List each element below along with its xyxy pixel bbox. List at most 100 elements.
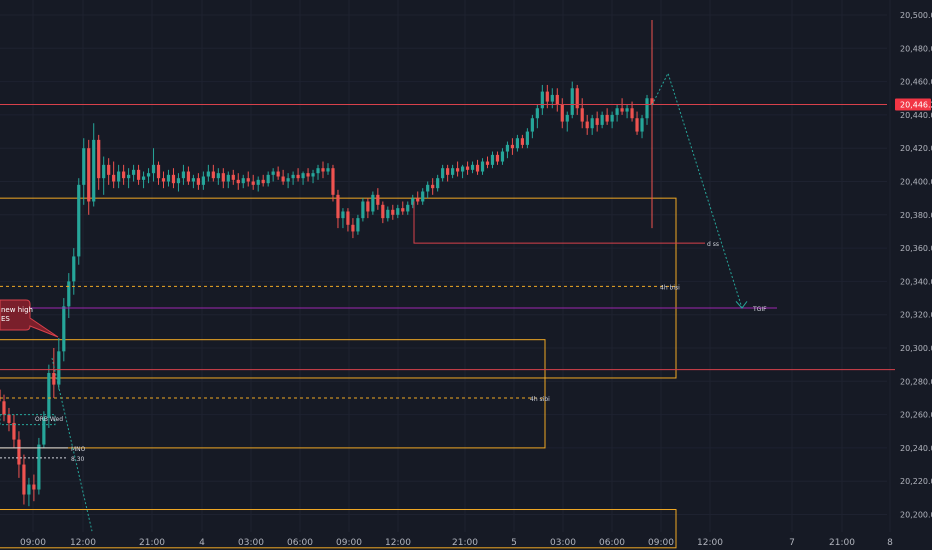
candles [0, 20, 654, 507]
candle-body [251, 181, 255, 185]
candle-body [436, 178, 440, 189]
candle-body [331, 168, 335, 195]
price-tick-label: 20,420.00 [900, 144, 932, 153]
level-d-ss [413, 201, 705, 244]
candle-body [286, 178, 290, 182]
candle-body [366, 201, 370, 212]
projection-path-left [51, 357, 93, 532]
candle-body [2, 401, 6, 415]
candle-body [266, 174, 270, 184]
candle-body [27, 484, 31, 495]
candle-body [196, 178, 200, 185]
candle-body [356, 218, 360, 232]
candle-body [151, 164, 156, 174]
candle-body [82, 148, 86, 185]
candle-body [431, 184, 435, 189]
candle-body [645, 98, 649, 119]
candle-body [460, 166, 465, 172]
candle-body [416, 198, 420, 202]
candle-body [570, 88, 574, 115]
candle-body [336, 194, 340, 219]
callout-bubble [0, 299, 59, 338]
candle-body [555, 94, 559, 105]
price-tick-label: 20,340.00 [900, 277, 932, 286]
candle-body [530, 118, 534, 132]
time-tick-label: 21:00 [829, 538, 855, 548]
candle-body [326, 168, 330, 172]
time-tick-label: 4 [199, 538, 205, 548]
candle-body [520, 138, 524, 145]
candle-body [386, 209, 390, 219]
candle-body [545, 91, 549, 102]
price-tick-label: 20,440.00 [900, 111, 932, 120]
candle-body [77, 184, 81, 257]
label-4h-bisi: 4h bisi [660, 284, 680, 291]
candle-body [107, 164, 111, 175]
candle-body [590, 118, 594, 129]
candle-body [455, 168, 460, 172]
label-830: 8.30 [71, 456, 85, 463]
candle-body [122, 171, 126, 179]
candle-body [42, 417, 46, 445]
candle-body [246, 178, 250, 182]
candle-body [351, 224, 355, 232]
candle-body [451, 168, 455, 175]
price-tick-label: 20,400.00 [900, 178, 932, 187]
candle-body [371, 194, 375, 212]
callout-line1: new high [1, 306, 33, 314]
overlays: 4h bisi 4h sibi TGIF d ss ORB Wed MNO 8.30 new … [0, 71, 895, 532]
candle-body [600, 114, 604, 125]
time-tick-label: 8 [887, 538, 893, 548]
candle-body [131, 169, 136, 175]
candle-body [391, 209, 395, 215]
candle-body [490, 154, 495, 165]
candle-body [141, 176, 146, 180]
candle-body [550, 94, 554, 102]
candle-body [316, 168, 320, 174]
price-axis: 20,200.00 20,220.00 20,240.00 20,260.00 20,2… [895, 11, 932, 520]
projection-arrowhead [735, 301, 748, 309]
candle-body [117, 171, 121, 182]
projection-path [651, 71, 743, 309]
label-mno: MNO [71, 446, 86, 453]
candle-body [181, 171, 186, 179]
candle-body [156, 164, 161, 179]
candle-body [635, 118, 639, 132]
candle-body [515, 138, 520, 149]
candle-body [176, 178, 181, 184]
fvg-zone-box [0, 509, 677, 549]
candle-body [406, 204, 410, 212]
candle-body [426, 184, 430, 192]
candle-body [12, 422, 16, 440]
price-tick-label: 20,460.00 [900, 78, 932, 87]
price-tick-label: 20,220.00 [900, 477, 932, 486]
candle-body [67, 281, 71, 307]
candle-body [470, 164, 475, 170]
last-price-tag [895, 98, 931, 111]
candle-body [525, 131, 529, 145]
candle-body [381, 204, 385, 219]
candle-body [171, 174, 176, 184]
candle-body [57, 351, 61, 385]
candle-body [650, 98, 654, 105]
candle-body [271, 171, 275, 175]
candle-body [580, 108, 584, 122]
candle-body [256, 179, 260, 185]
time-tick-label: 09:00 [648, 538, 674, 548]
candle-body [510, 144, 515, 149]
time-tick-label: 12:00 [385, 538, 411, 548]
price-tick-label: 20,500.00 [900, 11, 932, 20]
candle-body [47, 372, 51, 418]
candle-body [421, 191, 425, 202]
price-tick-label: 20,300.00 [900, 344, 932, 353]
candle-body [346, 211, 350, 225]
candle-body [361, 201, 365, 219]
candle-body [281, 176, 285, 182]
time-tick-label: 06:00 [287, 538, 313, 548]
candle-body [201, 176, 205, 185]
candle-body [540, 91, 544, 109]
candle-body [72, 256, 76, 282]
candle-body [446, 168, 450, 175]
